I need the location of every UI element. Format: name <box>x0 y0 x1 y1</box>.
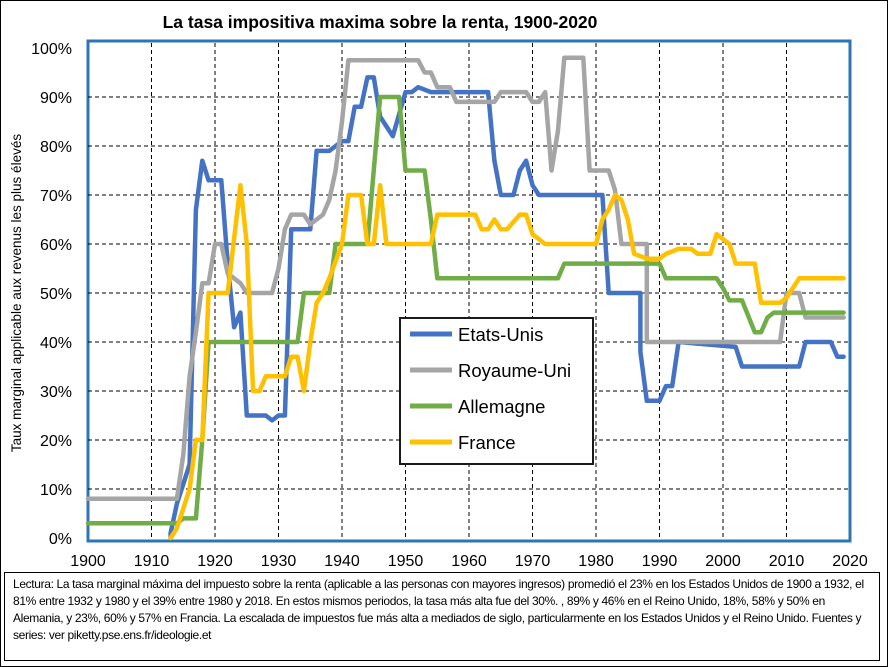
x-tick-label: 1960 <box>451 553 487 570</box>
y-axis-label: Taux marginal applicable aux revenus les… <box>9 134 24 452</box>
y-tick-label: 80% <box>40 139 72 156</box>
x-tick-label: 1980 <box>578 553 614 570</box>
x-tick-label: 1940 <box>324 553 360 570</box>
x-tick-label: 2010 <box>769 553 805 570</box>
x-tick-label: 2000 <box>705 553 741 570</box>
y-tick-label: 60% <box>40 237 72 254</box>
y-tick-label: 20% <box>40 433 72 450</box>
y-tick-label: 30% <box>40 384 72 401</box>
y-tick-label: 100% <box>31 41 72 58</box>
series-lines <box>85 55 846 541</box>
reading-note: Lectura: La tasa marginal máxima del imp… <box>4 572 880 661</box>
legend-label: Etats-Unis <box>458 324 543 345</box>
x-tick-label: 1970 <box>515 553 551 570</box>
x-tick-label: 1900 <box>70 553 106 570</box>
x-tick-label: 2020 <box>832 553 868 570</box>
plot-area <box>86 39 852 543</box>
x-tick-label: 1930 <box>261 553 297 570</box>
y-axis-ticks: 0% 10% 20% 30% 40% 50% 60% 70% 80% 90% 100% <box>31 41 72 548</box>
y-tick-label: 50% <box>40 286 72 303</box>
legend-label: France <box>458 432 516 453</box>
x-tick-label: 1920 <box>197 553 233 570</box>
y-tick-label: 10% <box>40 482 72 499</box>
legend: Etats-Unis Royaume-Uni Allemagne France <box>399 317 594 465</box>
legend-label: Allemagne <box>458 396 545 417</box>
x-tick-label: 1910 <box>134 553 170 570</box>
y-tick-label: 90% <box>40 90 72 107</box>
y-tick-label: 0% <box>49 531 72 548</box>
y-tick-label: 70% <box>40 188 72 205</box>
legend-label: Royaume-Uni <box>458 360 571 381</box>
x-tick-label: 1950 <box>388 553 424 570</box>
series-line-france <box>168 182 846 541</box>
series-line-royaume-uni <box>85 55 846 502</box>
x-axis-ticks: 1900 1910 1920 1930 1940 1950 1960 1970 1980 1990… <box>70 553 868 570</box>
chart-title: La tasa impositiva maxima sobre la renta… <box>162 12 598 32</box>
x-tick-label: 1990 <box>642 553 678 570</box>
y-tick-label: 40% <box>40 335 72 352</box>
